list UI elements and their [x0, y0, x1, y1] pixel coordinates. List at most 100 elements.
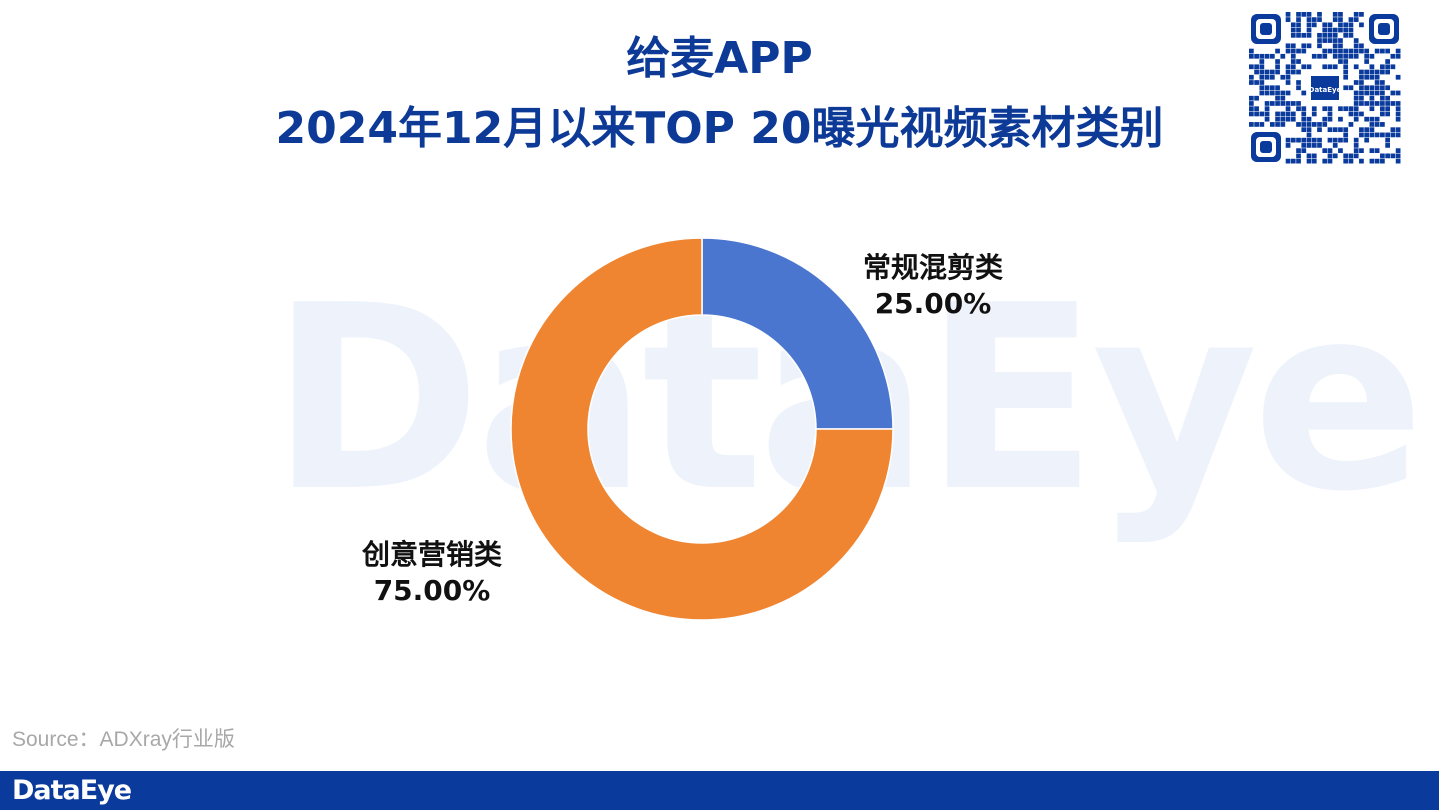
- qr-module: [1343, 27, 1349, 33]
- qr-module: [1322, 32, 1328, 38]
- qr-module: [1311, 111, 1317, 117]
- qr-module: [1290, 137, 1296, 143]
- qr-module: [1332, 32, 1338, 38]
- qr-module: [1285, 143, 1291, 148]
- qr-module: [1306, 137, 1312, 143]
- qr-module: [1359, 158, 1364, 164]
- qr-module: [1285, 48, 1291, 54]
- qr-module: [1296, 158, 1301, 164]
- qr-module: [1343, 132, 1349, 138]
- qr-module: [1364, 48, 1370, 54]
- qr-module: [1269, 85, 1275, 91]
- qr-module: [1317, 143, 1322, 148]
- qr-module: [1290, 111, 1296, 117]
- qr-module: [1296, 69, 1301, 75]
- qr-module: [1254, 53, 1259, 59]
- qr-module: [1380, 111, 1385, 117]
- qr-module: [1259, 90, 1265, 96]
- qr-module: [1317, 32, 1322, 38]
- qr-center-logo: DataEye: [1309, 74, 1342, 102]
- qr-module: [1259, 64, 1265, 70]
- qr-module: [1395, 116, 1401, 122]
- qr-module: [1327, 22, 1333, 28]
- qr-module: [1395, 90, 1401, 96]
- qr-module: [1359, 80, 1364, 85]
- qr-module: [1249, 111, 1254, 117]
- qr-module: [1275, 101, 1280, 106]
- qr-module: [1275, 90, 1280, 96]
- qr-module: [1338, 12, 1343, 17]
- qr-module: [1332, 137, 1338, 143]
- qr-module: [1306, 22, 1312, 28]
- qr-module: [1348, 153, 1354, 159]
- qr-module: [1359, 101, 1364, 106]
- qr-module: [1327, 148, 1333, 153]
- qr-module: [1259, 69, 1265, 75]
- qr-module: [1364, 59, 1370, 64]
- qr-module: [1374, 148, 1380, 153]
- qr-module: [1369, 127, 1375, 133]
- qr-module: [1353, 80, 1359, 85]
- qr-module: [1359, 127, 1364, 133]
- qr-module: [1301, 116, 1307, 122]
- qr-module: [1306, 32, 1312, 38]
- qr-module: [1380, 122, 1385, 127]
- qr-module: [1338, 48, 1343, 54]
- qr-module: [1374, 122, 1380, 127]
- donut-slices: [510, 237, 894, 621]
- qr-finder-top-right: [1369, 14, 1399, 44]
- qr-module: [1275, 48, 1280, 54]
- qr-module: [1311, 153, 1317, 159]
- qr-module: [1380, 90, 1385, 96]
- qr-module: [1285, 80, 1291, 85]
- qr-module: [1353, 38, 1359, 43]
- qr-module: [1369, 158, 1375, 164]
- qr-module: [1290, 101, 1296, 106]
- qr-module: [1348, 53, 1354, 59]
- qr-module: [1353, 111, 1359, 117]
- qr-module: [1395, 74, 1401, 80]
- qr-module: [1364, 85, 1370, 91]
- qr-module: [1296, 106, 1301, 112]
- qr-module: [1390, 64, 1396, 70]
- slice-label-regular-mix-name: 常规混剪类: [862, 251, 1003, 284]
- qr-module: [1254, 95, 1259, 101]
- qr-module: [1322, 27, 1328, 33]
- qr-module: [1285, 43, 1291, 49]
- qr-module: [1385, 59, 1390, 64]
- qr-module: [1353, 64, 1359, 70]
- qr-code: DataEye: [1249, 12, 1401, 164]
- qr-module: [1374, 132, 1380, 138]
- qr-module: [1332, 153, 1338, 159]
- qr-module: [1317, 53, 1322, 59]
- qr-module: [1390, 90, 1396, 96]
- qr-module: [1322, 53, 1328, 59]
- qr-module: [1285, 64, 1291, 70]
- qr-module: [1269, 101, 1275, 106]
- qr-module: [1380, 153, 1385, 159]
- qr-module: [1353, 137, 1359, 143]
- qr-module: [1306, 122, 1312, 127]
- qr-module: [1343, 158, 1349, 164]
- qr-module: [1359, 132, 1364, 138]
- qr-module: [1296, 27, 1301, 33]
- qr-module: [1290, 59, 1296, 64]
- qr-module: [1369, 132, 1375, 138]
- qr-module: [1327, 38, 1333, 43]
- qr-module: [1317, 17, 1322, 22]
- qr-module: [1311, 137, 1317, 143]
- qr-module: [1343, 69, 1349, 75]
- qr-module: [1359, 48, 1364, 54]
- qr-module: [1322, 122, 1328, 127]
- qr-module: [1285, 158, 1291, 164]
- qr-module: [1264, 116, 1270, 122]
- qr-module: [1296, 153, 1301, 159]
- qr-module: [1374, 116, 1380, 122]
- qr-module: [1285, 116, 1291, 122]
- qr-module: [1280, 122, 1286, 127]
- qr-module: [1348, 32, 1354, 38]
- qr-module: [1269, 74, 1275, 80]
- qr-module: [1317, 137, 1322, 143]
- qr-module: [1385, 143, 1390, 148]
- qr-module: [1380, 48, 1385, 54]
